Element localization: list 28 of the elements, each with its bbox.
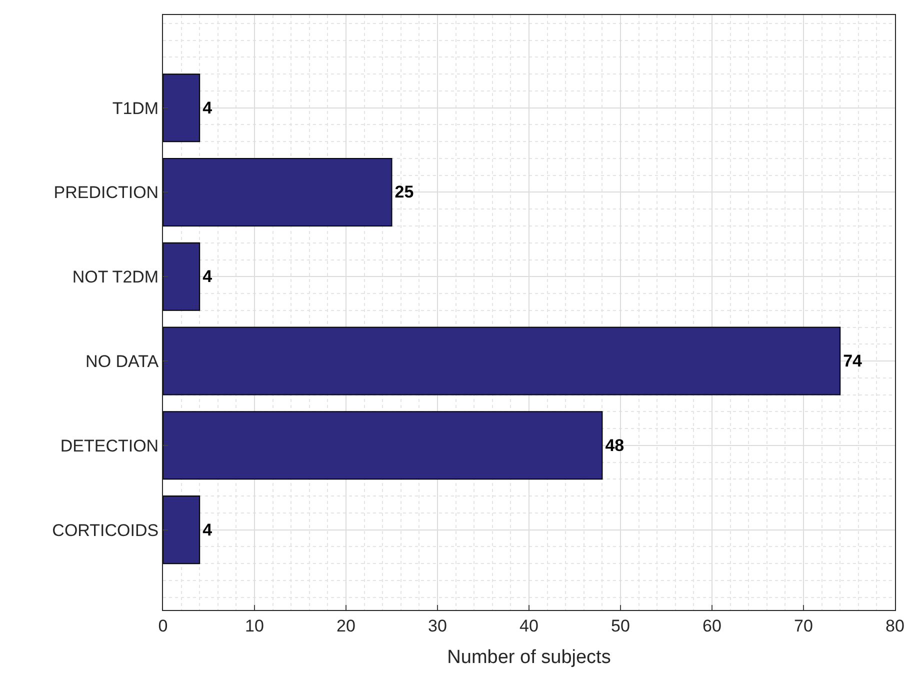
x-tick-label: 70 [794,616,813,636]
x-tick-label: 20 [336,616,356,636]
data-label: 4 [202,520,213,540]
bar [163,411,603,480]
x-tick-label: 30 [428,616,447,636]
x-tick-label: 40 [520,616,538,636]
data-label: 4 [202,98,213,118]
data-label: 48 [605,436,624,455]
x-tick-label: 0 [158,616,168,636]
y-tick-label: T1DM [112,98,159,118]
y-tick-label: CORTICOIDS [52,520,159,540]
y-tick-label: DETECTION [60,436,159,456]
bar [163,242,200,311]
x-tick-label: 60 [702,616,722,636]
y-tick-label: NOT T2DM [72,268,159,287]
data-label: 25 [394,182,414,202]
x-tick-label: 10 [245,616,264,636]
x-tick-label: 50 [611,616,630,636]
data-label: 4 [202,267,213,286]
bar [163,496,200,564]
data-label: 74 [843,352,863,371]
y-tick-label: NO DATA [86,352,160,371]
bar [163,74,200,142]
x-tick-label: 80 [886,616,904,636]
bar [163,158,392,226]
x-axis-title: Number of subjects [447,647,611,668]
bar [163,326,841,396]
y-tick-label: PREDICTION [54,183,159,202]
